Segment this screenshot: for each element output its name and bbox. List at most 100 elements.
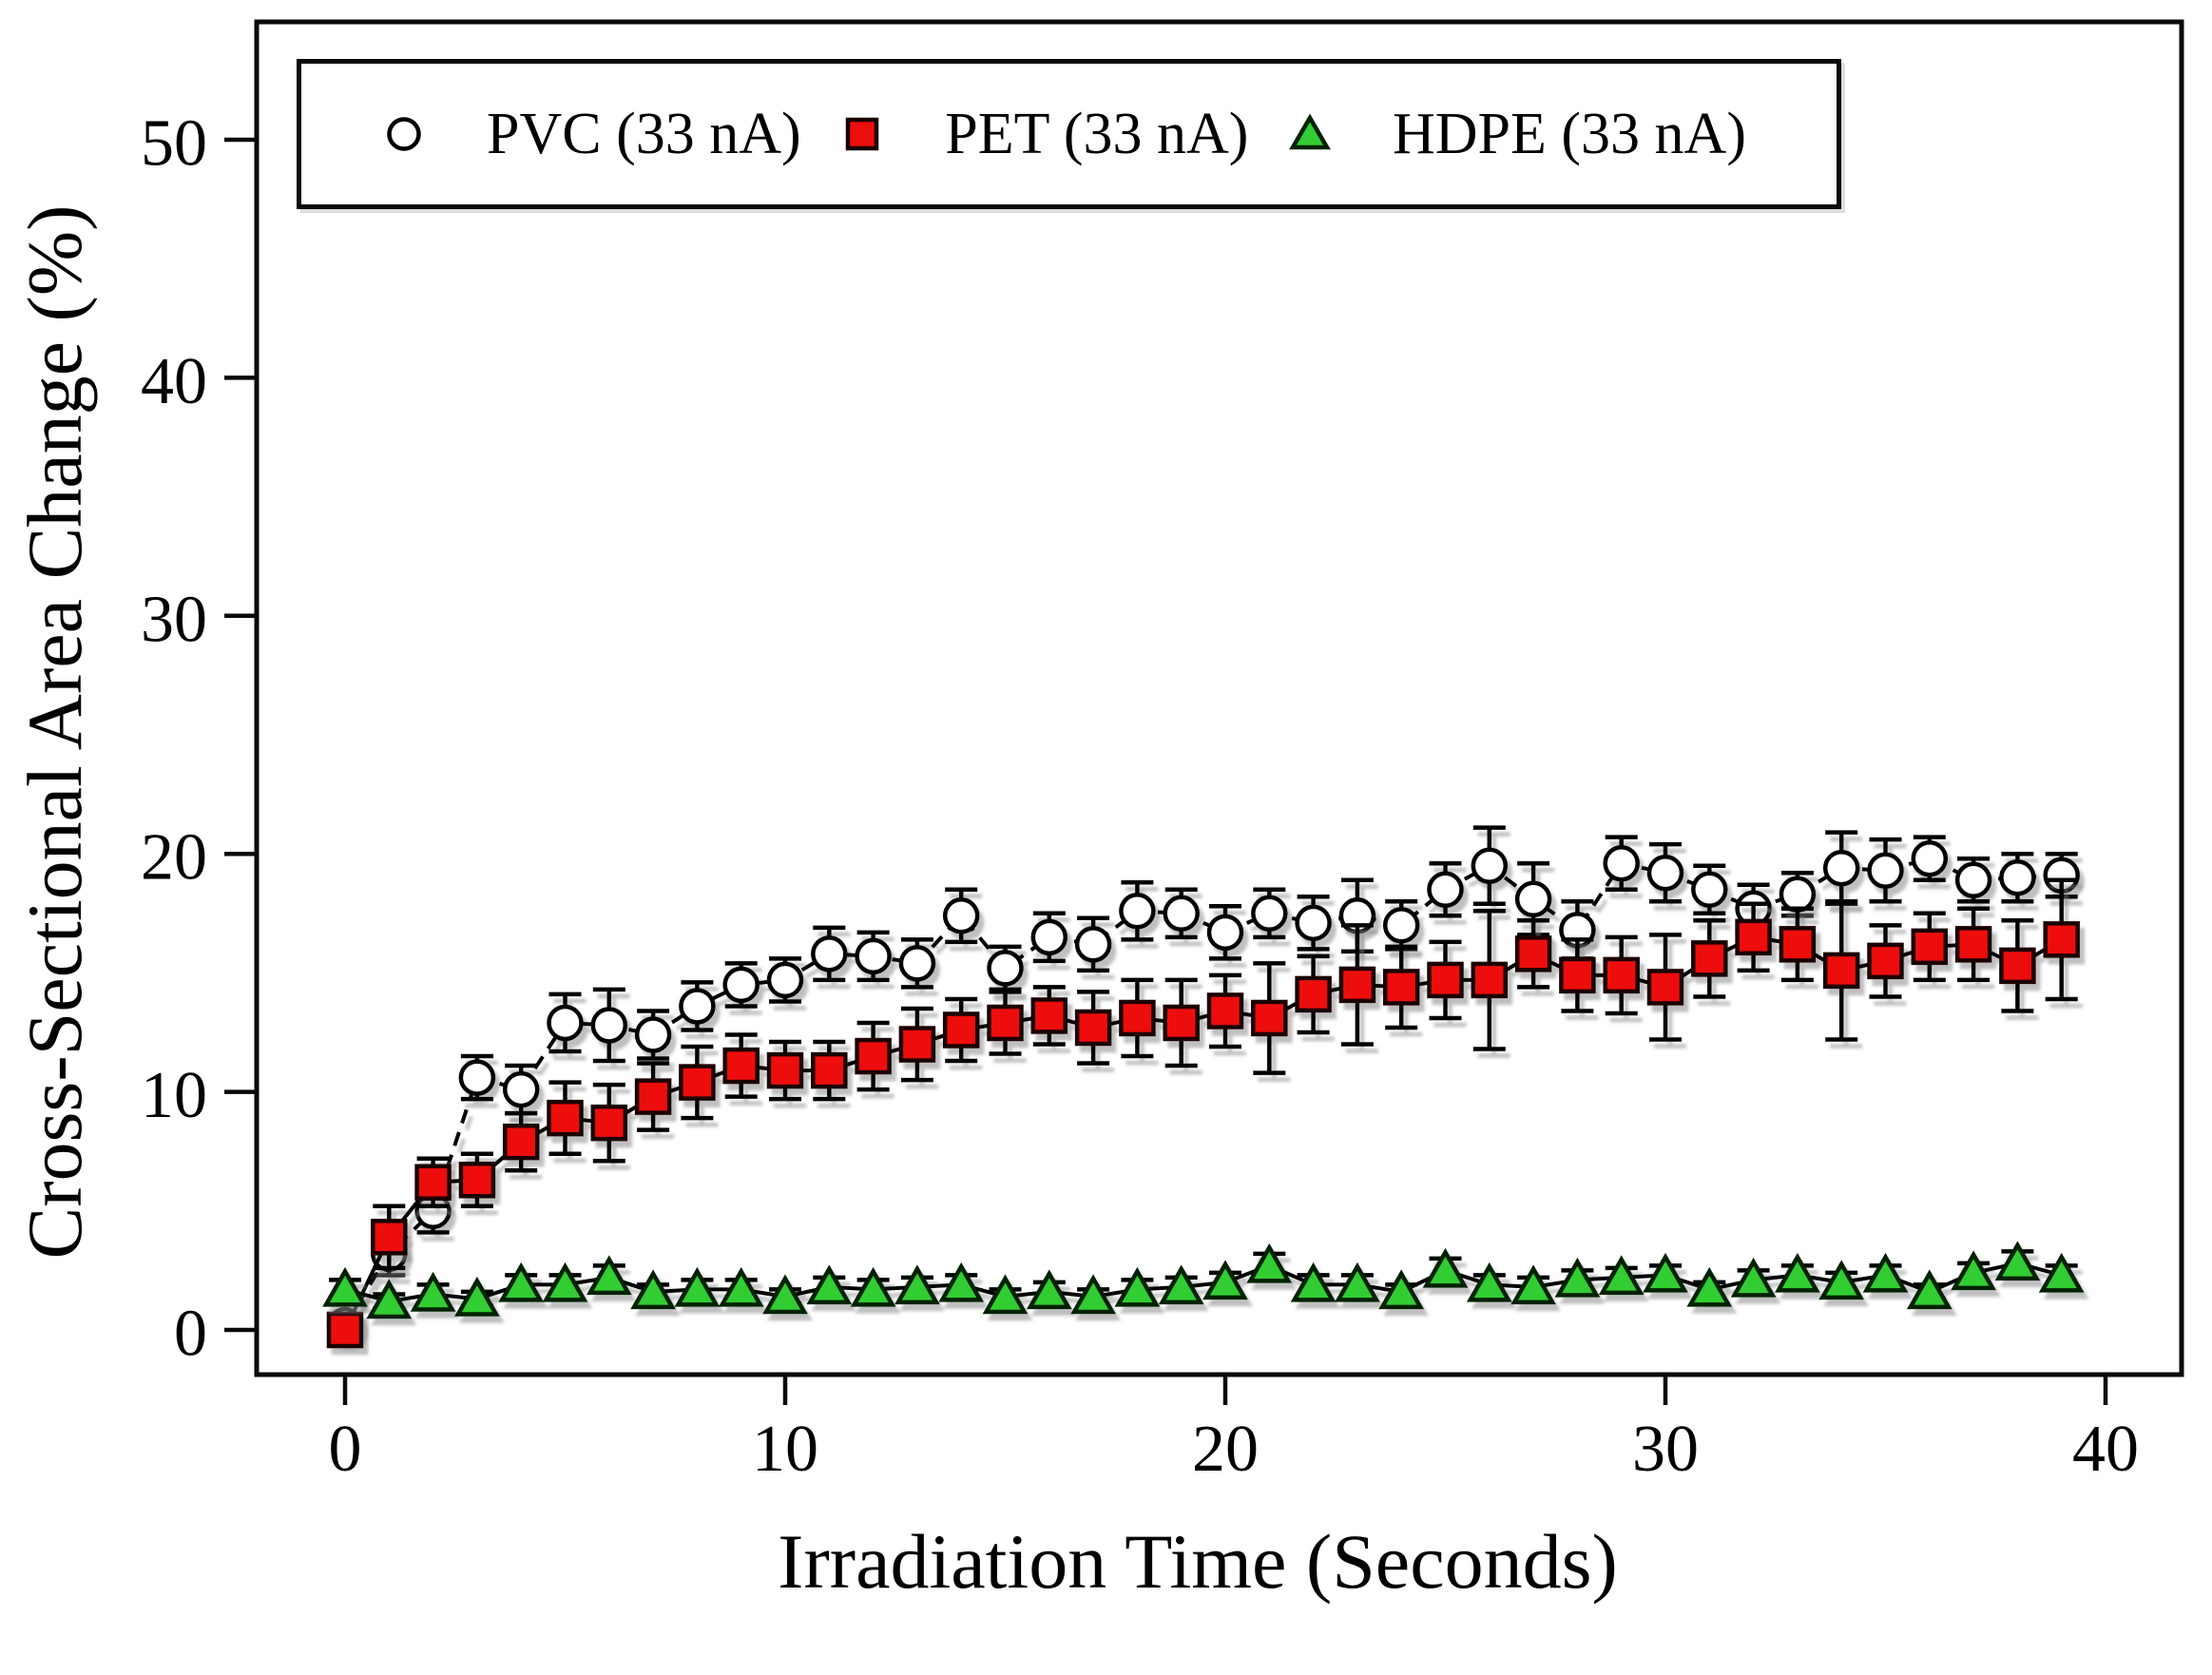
pet-point [679,1064,716,1101]
x-axis: 0 10 20 30 40 [329,1375,2139,1486]
pet-point [1427,961,1464,999]
pvc-point [898,945,936,982]
hdpe-point [1290,1261,1337,1302]
pvc-error-bars [329,825,2078,1338]
pvc-point [1954,861,1992,898]
pet-line [343,934,2063,1331]
x-tick-label: 40 [2072,1413,2139,1486]
pet-point [898,1026,936,1063]
hdpe-point [1730,1257,1777,1298]
pet-point [1911,928,1949,966]
pvc-point [1163,895,1200,933]
hdpe-point [1951,1250,1996,1291]
pet-point [1514,935,1552,972]
y-tick-label: 10 [141,1059,207,1132]
pet-point [1030,997,1068,1034]
pvc-point [1427,871,1464,909]
y-tick-label: 40 [141,345,207,418]
legend-label-pvc: PVC (33 nA) [487,102,801,166]
hdpe-point [1994,1241,2041,1281]
x-tick-label: 30 [1632,1413,1699,1486]
pvc-point [1119,893,1156,930]
hdpe-point [1422,1247,1469,1288]
pvc-point [590,1007,628,1044]
pvc-markers [326,839,2080,1344]
hdpe-point [498,1261,545,1302]
hdpe-point [630,1269,676,1310]
hdpe-triangle-marker-icon [1289,113,1331,150]
pvc-point [1030,918,1068,956]
hdpe-point [1466,1261,1512,1302]
pvc-point [1911,839,1949,877]
legend-label-pet: PET (33 nA) [945,102,1249,166]
pvc-point [1691,871,1728,909]
pet-point [2043,921,2080,958]
pvc-point [458,1059,496,1096]
hdpe-point [850,1266,896,1307]
pvc-point [1382,907,1420,944]
pvc-point [811,935,848,972]
pet-point [1691,940,1728,977]
hdpe-point [1554,1257,1601,1298]
hdpe-point [454,1276,500,1317]
series-pvc [326,825,2080,1344]
circle-icon [387,117,421,151]
legend-box: PVC (33 nA) PET (33 nA) HDPE (33 nA) [297,59,1841,209]
pet-point [1822,952,1860,990]
pvc-point [1603,844,1640,882]
pvc-point [502,1070,540,1108]
hdpe-point [586,1255,632,1296]
hdpe-point [1070,1274,1116,1315]
pet-point [1646,969,1684,1006]
pvc-point [1779,876,1817,914]
x-tick-label: 10 [752,1413,818,1486]
y-tick-label: 0 [174,1298,207,1371]
hdpe-point [938,1261,985,1302]
hdpe-point [1246,1242,1293,1283]
hdpe-point [674,1266,721,1307]
pvc-point [855,937,892,975]
hdpe-point [1686,1266,1733,1307]
hdpe-point [1114,1266,1161,1307]
pet-point [371,1219,408,1256]
pet-point [1163,1004,1200,1042]
pvc-point [1206,914,1244,952]
pvc-point [766,961,804,999]
pet-point [1999,947,2036,985]
pvc-point [1251,895,1288,933]
hdpe-point [322,1266,368,1307]
hdpe-point [366,1279,413,1319]
pvc-point [942,897,980,934]
pvc-point [547,1004,584,1042]
pvc-point [1295,904,1332,942]
x-axis-title: Irradiation Time (Seconds) [778,1518,1618,1605]
pet-point [502,1123,540,1161]
square-icon [846,117,879,151]
pet-point [1074,1009,1112,1047]
pvc-point [1074,926,1112,963]
pvc-point [634,1016,672,1053]
pet-point [855,1037,892,1075]
pet-point [766,1051,804,1089]
pvc-point [1471,847,1509,884]
hdpe-point [1818,1260,1865,1300]
pet-point [1471,961,1509,999]
pet-point [1603,956,1640,994]
pet-point [547,1099,584,1137]
legend-item-pvc: PVC (33 nA) [382,105,801,164]
pet-point [1954,926,1992,963]
pet-point [1251,999,1288,1037]
pet-point [1382,969,1420,1006]
pvc-line [343,857,2062,1327]
hdpe-point [1026,1269,1072,1310]
pet-point [414,1164,452,1202]
hdpe-point [1643,1252,1688,1293]
hdpe-point [762,1274,808,1315]
hdpe-point [1378,1269,1425,1310]
x-tick-label: 0 [329,1413,362,1486]
pvc-point [722,966,760,1004]
x-tick-label: 20 [1192,1413,1259,1486]
hdpe-point [1158,1264,1204,1305]
hdpe-line [344,1261,2063,1303]
